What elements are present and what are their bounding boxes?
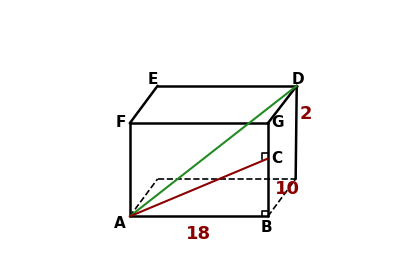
Text: A: A [114, 216, 126, 231]
Text: 2: 2 [299, 105, 312, 123]
Text: 18: 18 [185, 225, 210, 242]
Text: E: E [148, 72, 158, 87]
Text: G: G [271, 115, 283, 130]
Text: D: D [291, 72, 304, 87]
Text: B: B [260, 220, 272, 235]
Text: F: F [115, 115, 126, 130]
Text: 10: 10 [275, 180, 299, 198]
Text: C: C [271, 151, 282, 166]
